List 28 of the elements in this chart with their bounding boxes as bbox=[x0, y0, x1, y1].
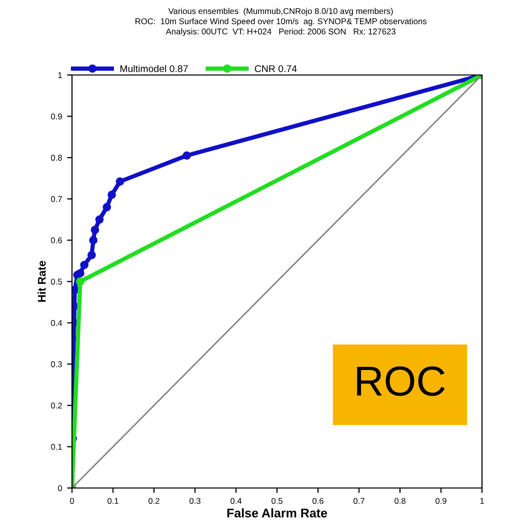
y-tick-label: 0.9 bbox=[51, 114, 62, 120]
y-tick-label: 0.6 bbox=[51, 237, 62, 244]
x-tick-label: 1 bbox=[480, 498, 484, 504]
legend-label: CNR 0.74 bbox=[254, 65, 297, 72]
x-tick-label: 0.6 bbox=[312, 498, 324, 504]
x-tick-label: 0.5 bbox=[272, 498, 282, 504]
x-tick-label: 0.4 bbox=[230, 498, 242, 504]
y-axis-title: Hit Rate bbox=[38, 260, 46, 302]
y-tick-label: 0.3 bbox=[51, 361, 62, 368]
y-tick-label: 0.1 bbox=[51, 444, 62, 450]
x-tick-label: 0.9 bbox=[436, 498, 446, 504]
y-tick-label: 0.5 bbox=[51, 278, 62, 285]
y-tick-label: 0.2 bbox=[51, 402, 62, 408]
annotation: ROC bbox=[357, 366, 445, 396]
x-tick-label: 0.2 bbox=[148, 498, 160, 504]
y-tick-label: 0.4 bbox=[51, 320, 62, 326]
y-tick-label: 0 bbox=[58, 485, 62, 492]
y-tick-label: 0.7 bbox=[51, 196, 62, 202]
x-tick-label: 0.7 bbox=[354, 498, 364, 504]
legend-label: Multimodel 0.87 bbox=[120, 64, 188, 72]
y-tick-label: 1 bbox=[58, 72, 62, 78]
y-tick-label: 0.8 bbox=[51, 154, 62, 161]
chart-title: Various ensembles (Mummub,CNRojo 8.0/10 avg members) ROC: 10m Surface Wind Speed over 10m/s ag. SYNOP& TEMP observations Analysis: 00UTC VT: H+024 Period: 2006 SON Rx: 127623 bbox=[136, 8, 426, 36]
x-tick-label: 0.1 bbox=[108, 498, 118, 504]
x-tick-label: 0 bbox=[70, 498, 74, 504]
x-axis-title: False Alarm Rate bbox=[227, 508, 328, 518]
x-tick-label: 0.8 bbox=[394, 498, 406, 504]
x-tick-label: 0.3 bbox=[190, 498, 200, 504]
